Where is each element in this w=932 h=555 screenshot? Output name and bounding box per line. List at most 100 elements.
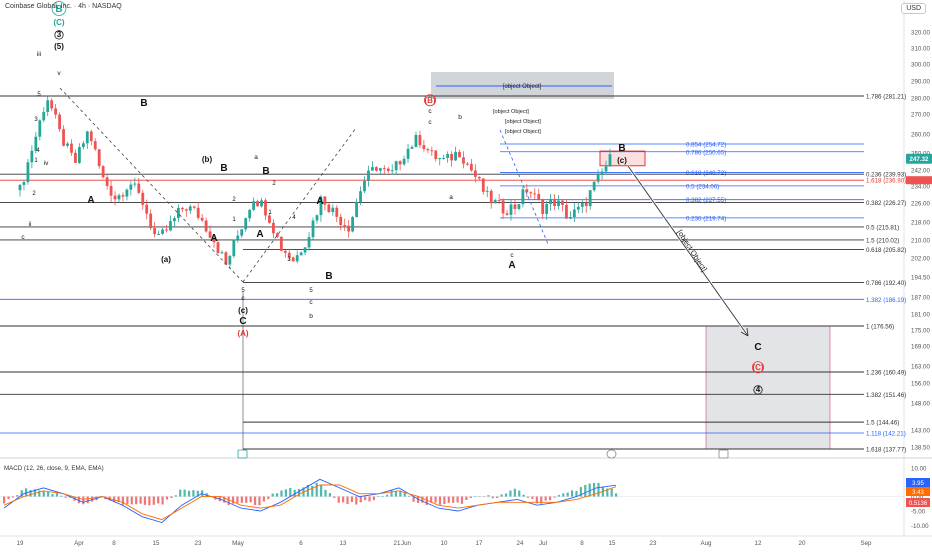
wave-label: (a) — [161, 255, 171, 264]
candle-body — [473, 170, 477, 177]
time-tick: Jul — [539, 540, 547, 547]
price-tick: 270.00 — [911, 112, 930, 119]
candle-body — [430, 150, 434, 152]
candle-body — [109, 185, 113, 196]
macd-bar — [51, 493, 54, 497]
macd-tick: 10.00 — [911, 465, 927, 472]
macd-bar — [3, 496, 6, 504]
candle-body — [549, 198, 553, 205]
candle-body — [462, 157, 465, 164]
wave-label: 1 — [34, 158, 38, 164]
macd-bar — [447, 496, 450, 503]
candle-body — [252, 201, 256, 210]
macd-bar — [55, 493, 59, 497]
wave-label: c — [510, 252, 514, 259]
price-tick: 218.00 — [911, 220, 930, 227]
macd-bar — [575, 491, 578, 497]
candle-body — [228, 256, 232, 265]
candle-body — [180, 207, 184, 210]
macd-badge — [906, 478, 930, 487]
wave-label: (B) — [424, 96, 435, 105]
fib-label: 0.5 (215.81) — [866, 224, 899, 231]
candle-body — [216, 242, 220, 254]
candle-body — [533, 193, 537, 195]
candle-body — [208, 231, 212, 238]
fib-label: 0.236 (219.74) — [686, 215, 726, 222]
candle-body — [279, 236, 283, 251]
candle-body — [378, 168, 382, 171]
macd-bar — [500, 494, 503, 497]
macd-bar — [157, 496, 160, 504]
candle-body — [477, 176, 481, 179]
wave-circle — [51, 1, 67, 16]
macd-bar — [606, 488, 609, 497]
candle-body — [315, 215, 319, 221]
wave-label: A — [210, 233, 217, 244]
wave-label: iv — [44, 160, 49, 167]
macd-bar — [82, 496, 85, 505]
wave-label: A — [256, 229, 263, 240]
time-tick: 23 — [195, 540, 202, 547]
macd-bar — [513, 488, 516, 497]
macd-bar — [610, 488, 613, 497]
macd-bar — [126, 496, 129, 505]
candle-body — [260, 200, 263, 207]
fib-label: 0.236 (239.93) — [866, 172, 906, 179]
candle-body — [157, 233, 160, 235]
macd-bar — [434, 496, 437, 503]
candle-body — [323, 196, 327, 205]
candle-body — [580, 202, 584, 207]
candle-body — [236, 235, 240, 241]
fib-label: 1.382 (186.19) — [866, 297, 906, 304]
current-price-label: 247.32 — [910, 156, 929, 163]
candle-body — [184, 209, 188, 211]
symbol-title: Coinbase Global, Inc. · 4h · NASDAQ — [5, 3, 122, 10]
candle-body — [93, 141, 97, 150]
candle-body — [196, 207, 200, 218]
macd-bar — [518, 490, 521, 497]
candle-body — [371, 167, 374, 171]
macd-tick: 0.00 — [911, 494, 924, 501]
fib-label: 1.786 (281.21) — [866, 94, 906, 101]
wave-label: 1 — [232, 217, 236, 223]
candle-body — [489, 190, 493, 204]
macd-bar — [91, 496, 94, 502]
wave-label: (5) — [54, 42, 64, 51]
macd-bar — [201, 490, 204, 497]
macd-bar — [152, 496, 155, 505]
price-tick: 300.00 — [911, 62, 930, 69]
wave-label: iii — [37, 51, 41, 58]
candle-body — [485, 190, 489, 192]
wave-circle — [752, 361, 765, 374]
macd-bar — [231, 496, 235, 504]
measure-change-label: [object Object] — [493, 109, 529, 115]
candle-body — [343, 225, 347, 227]
macd-bar — [267, 496, 270, 500]
wave-label: (c) — [238, 306, 248, 315]
macd-bar — [174, 495, 177, 497]
macd-bar — [117, 496, 120, 502]
macd-badge-label: 3.43 — [912, 490, 924, 496]
macd-bar — [60, 495, 63, 497]
wave-label: C — [239, 316, 246, 327]
candle-body — [275, 233, 279, 237]
wave-label: 5 — [241, 288, 245, 294]
wave-label: C — [754, 342, 761, 353]
candle-body — [335, 207, 339, 217]
macd-bar — [522, 494, 525, 497]
candle-body — [604, 166, 608, 172]
candle-body — [97, 149, 101, 167]
candle-body — [54, 108, 58, 115]
macd-bar — [478, 496, 481, 497]
macd-bar — [293, 489, 296, 497]
signal-line — [3, 484, 617, 521]
trendline-measure — [499, 129, 549, 245]
candle-body — [161, 229, 164, 234]
macd-bar — [465, 496, 468, 500]
candle-body — [66, 143, 69, 146]
wave-label: B — [220, 163, 227, 174]
candle-body — [34, 136, 38, 151]
candle-body — [169, 221, 172, 231]
currency-button[interactable]: USD — [901, 3, 926, 14]
